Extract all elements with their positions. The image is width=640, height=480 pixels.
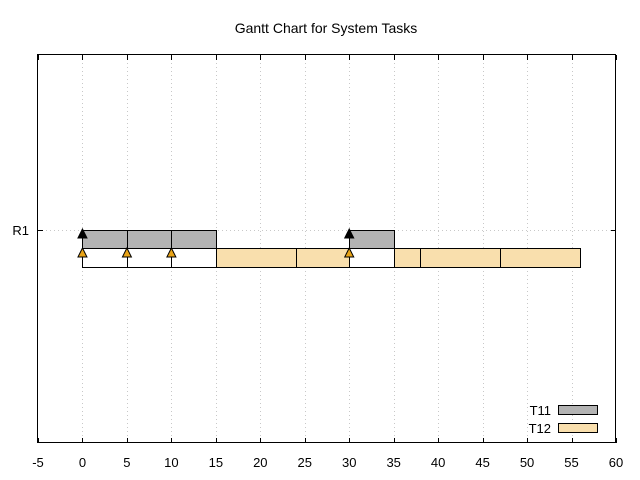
x-tick-label: 25 <box>298 455 312 470</box>
row-label: R1 <box>12 223 29 238</box>
release-marker <box>166 246 177 258</box>
bar-segment <box>394 248 421 268</box>
x-tick-label: 45 <box>475 455 489 470</box>
bar-segment <box>127 248 172 268</box>
y-axis: R1 <box>12 223 616 238</box>
release-markers <box>77 227 355 258</box>
x-tick-label: 60 <box>609 455 623 470</box>
x-tick-label: 30 <box>342 455 356 470</box>
x-tick-label: 10 <box>164 455 178 470</box>
x-tick-label: 0 <box>79 455 86 470</box>
bar-segment <box>82 230 128 249</box>
legend-swatch <box>558 405 598 415</box>
legend-swatch <box>558 423 598 433</box>
x-tick-label: -5 <box>32 455 44 470</box>
bar-segment <box>171 230 217 249</box>
bar-segment <box>296 248 350 268</box>
bar-segment <box>216 248 297 268</box>
x-tick-label: 20 <box>253 455 267 470</box>
release-marker <box>343 246 355 258</box>
release-marker <box>121 246 133 258</box>
x-tick-label: 50 <box>520 455 534 470</box>
bar-segment <box>349 230 395 249</box>
bar-segment <box>420 248 501 268</box>
bars <box>82 230 581 268</box>
x-tick-label: 55 <box>564 455 578 470</box>
plot-frame <box>37 54 616 443</box>
x-axis: -5 0 5 10 15 20 25 30 35 40 45 50 55 60 <box>32 55 623 470</box>
legend-label: T11 <box>530 403 551 418</box>
bar-segment <box>171 248 217 268</box>
bar-segment <box>349 248 395 268</box>
release-marker <box>77 227 88 239</box>
x-tick-label: 15 <box>209 455 223 470</box>
x-tick-label: 35 <box>386 455 400 470</box>
release-marker <box>77 246 88 258</box>
bar-segment <box>127 230 172 249</box>
chart-title: Gantt Chart for System Tasks <box>235 20 418 36</box>
bar-segment <box>82 248 128 268</box>
x-tick-label: 40 <box>431 455 445 470</box>
bar-segment <box>500 248 581 268</box>
x-tick-label: 5 <box>123 455 130 470</box>
release-marker <box>343 227 355 239</box>
legend-label: T12 <box>529 421 551 436</box>
